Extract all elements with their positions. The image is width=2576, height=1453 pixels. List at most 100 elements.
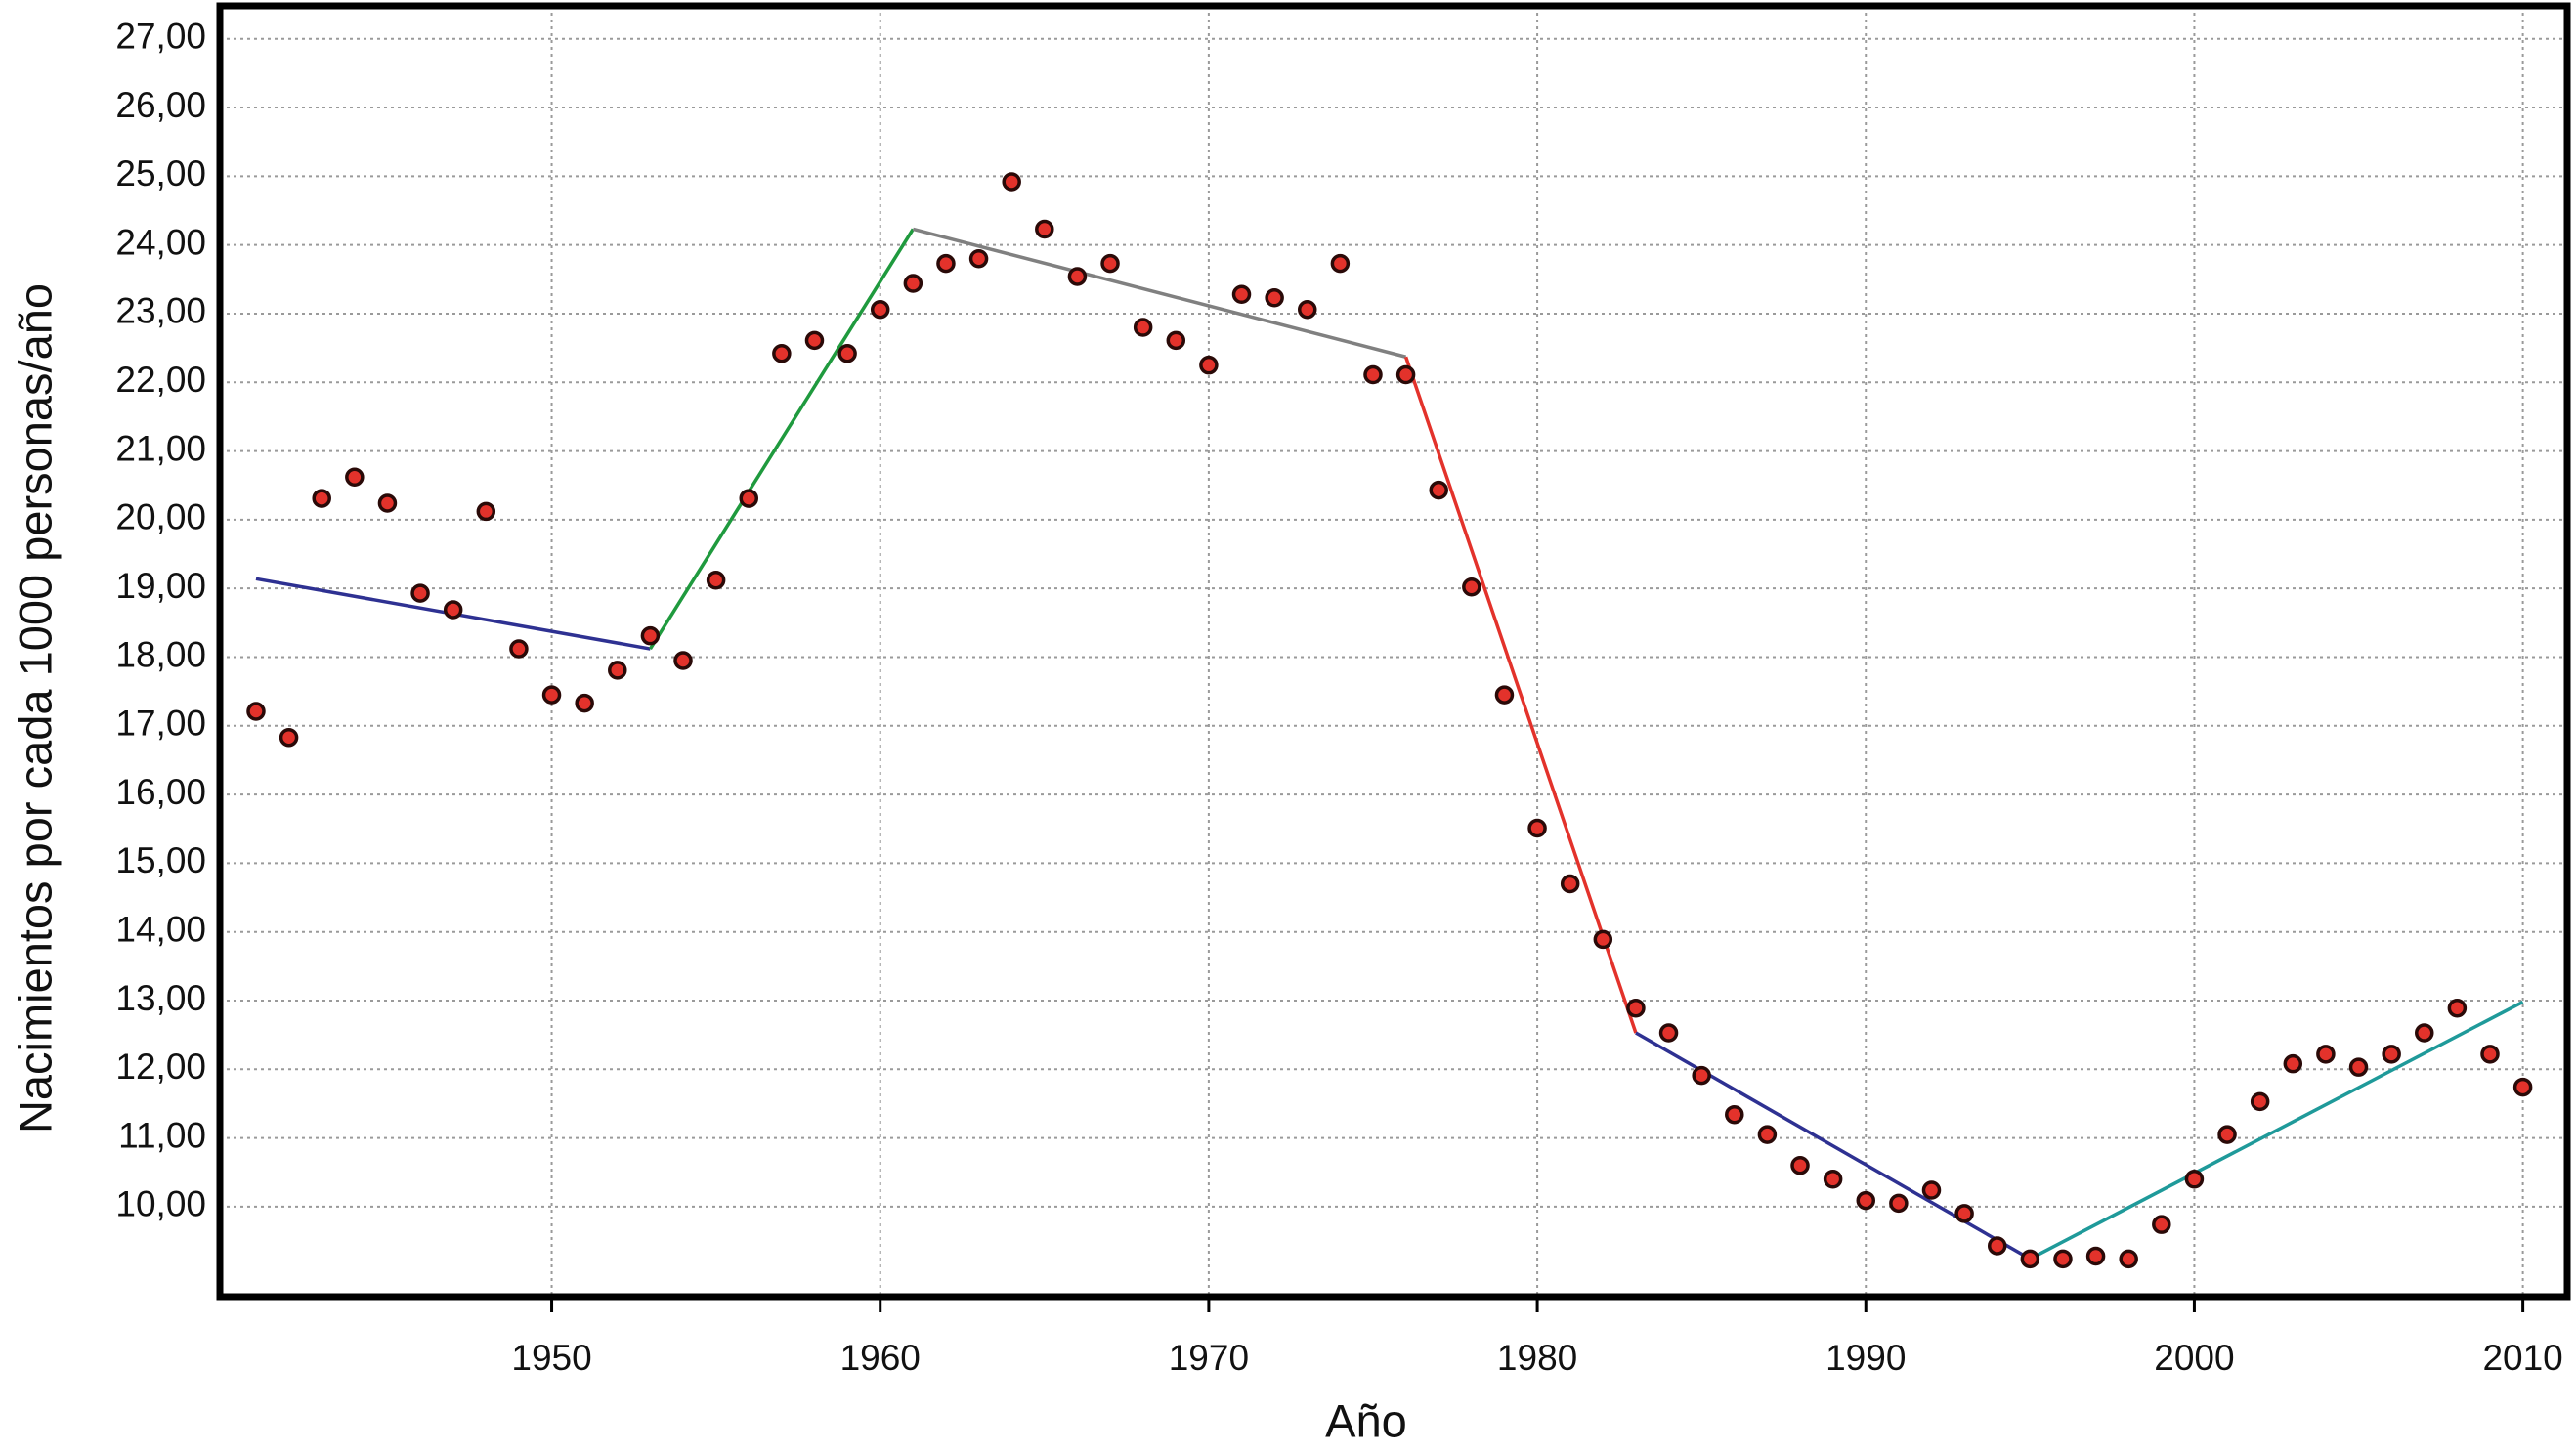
y-axis-title: Nacimientos por cada 1000 personas/año	[9, 283, 61, 1133]
data-point	[2415, 1023, 2434, 1043]
data-point	[1692, 1065, 1711, 1086]
data-point	[1067, 267, 1088, 286]
data-point	[1593, 929, 1613, 950]
y-tick-label: 12,00	[115, 1047, 206, 1087]
y-tick-label: 18,00	[115, 634, 206, 674]
data-point	[2283, 1053, 2303, 1074]
y-tick-label: 20,00	[115, 497, 206, 537]
data-point	[2480, 1045, 2500, 1064]
y-tick-label: 24,00	[115, 222, 206, 262]
data-point	[246, 702, 266, 721]
data-point	[476, 501, 496, 522]
data-point	[1856, 1190, 1876, 1211]
data-point	[2382, 1045, 2401, 1064]
plot-frame	[216, 2, 2571, 1301]
data-point	[2512, 1077, 2533, 1097]
data-point	[936, 253, 956, 274]
data-point	[1823, 1170, 1843, 1189]
x-tick-label: 1990	[1825, 1338, 1906, 1378]
y-tick-label: 19,00	[115, 566, 206, 606]
data-point	[1790, 1155, 1810, 1175]
data-point	[2447, 998, 2468, 1018]
data-point	[968, 248, 989, 269]
data-point	[640, 625, 661, 646]
y-tick-label: 22,00	[115, 360, 206, 400]
data-point	[1133, 318, 1153, 337]
data-point	[2316, 1045, 2336, 1064]
data-point	[1889, 1193, 1909, 1214]
y-tick-label: 14,00	[115, 909, 206, 949]
data-point	[2250, 1091, 2270, 1112]
trend-line	[1635, 1031, 2032, 1261]
data-point	[2152, 1215, 2171, 1234]
data-point	[1265, 288, 1284, 308]
data-point	[1199, 355, 1219, 375]
data-point	[2085, 1246, 2106, 1266]
data-point	[1166, 330, 1186, 351]
data-point	[673, 651, 693, 670]
y-tick-label: 25,00	[115, 153, 206, 193]
data-point	[1921, 1180, 1942, 1200]
data-point	[1560, 874, 1580, 894]
x-tick-label: 1970	[1169, 1338, 1249, 1378]
y-tick-label: 15,00	[115, 840, 206, 880]
x-tick-label: 1980	[1497, 1338, 1577, 1378]
x-tick-label: 1950	[511, 1338, 591, 1378]
data-point	[1298, 299, 1317, 320]
data-point	[1626, 998, 1646, 1018]
data-point	[837, 343, 857, 363]
y-tick-label: 16,00	[115, 772, 206, 812]
data-point	[345, 467, 365, 488]
data-point	[1757, 1125, 1778, 1144]
data-point	[1658, 1023, 1679, 1043]
y-tick-label: 23,00	[115, 291, 206, 331]
data-point	[870, 299, 890, 320]
data-point	[1100, 253, 1120, 274]
data-point	[1035, 219, 1054, 239]
x-axis-title: Año	[1325, 1394, 1407, 1446]
data-point	[1725, 1104, 1744, 1125]
data-point	[443, 600, 463, 620]
data-point	[410, 583, 430, 603]
y-tick-label: 27,00	[115, 17, 206, 57]
data-point	[903, 274, 923, 293]
data-point	[1987, 1236, 2007, 1256]
y-tick-label: 21,00	[115, 428, 206, 468]
data-point	[1954, 1204, 1974, 1223]
data-point	[1462, 577, 1481, 597]
trend-line	[912, 227, 1407, 359]
data-point	[2348, 1057, 2369, 1077]
data-point	[377, 493, 398, 513]
data-point	[1494, 685, 1515, 705]
data-point	[1002, 172, 1021, 192]
data-point	[2119, 1249, 2138, 1269]
data-point	[312, 489, 331, 508]
data-point	[739, 489, 758, 508]
data-point	[804, 330, 825, 351]
y-tick-label: 13,00	[115, 978, 206, 1018]
data-point	[608, 661, 627, 680]
trend-line	[1403, 356, 1638, 1034]
data-point	[2217, 1125, 2237, 1144]
y-tick-label: 26,00	[115, 85, 206, 125]
data-point	[1231, 284, 1252, 305]
data-point	[706, 570, 726, 590]
y-tick-label: 10,00	[115, 1184, 206, 1224]
data-point	[1429, 480, 1448, 500]
x-tick-label: 2000	[2154, 1338, 2234, 1378]
data-point	[541, 685, 562, 705]
data-point	[2053, 1249, 2073, 1269]
x-tick-label: 1960	[840, 1338, 921, 1378]
data-point	[1330, 253, 1351, 274]
trend-line	[2029, 1000, 2524, 1261]
trend-line	[648, 228, 915, 650]
data-point	[1395, 364, 1416, 385]
data-point	[1363, 364, 1383, 385]
data-point	[772, 343, 792, 363]
data-point	[2184, 1170, 2205, 1189]
data-point	[509, 639, 529, 659]
data-point	[575, 693, 594, 713]
data-point	[2020, 1249, 2040, 1269]
y-tick-label: 11,00	[118, 1115, 206, 1155]
